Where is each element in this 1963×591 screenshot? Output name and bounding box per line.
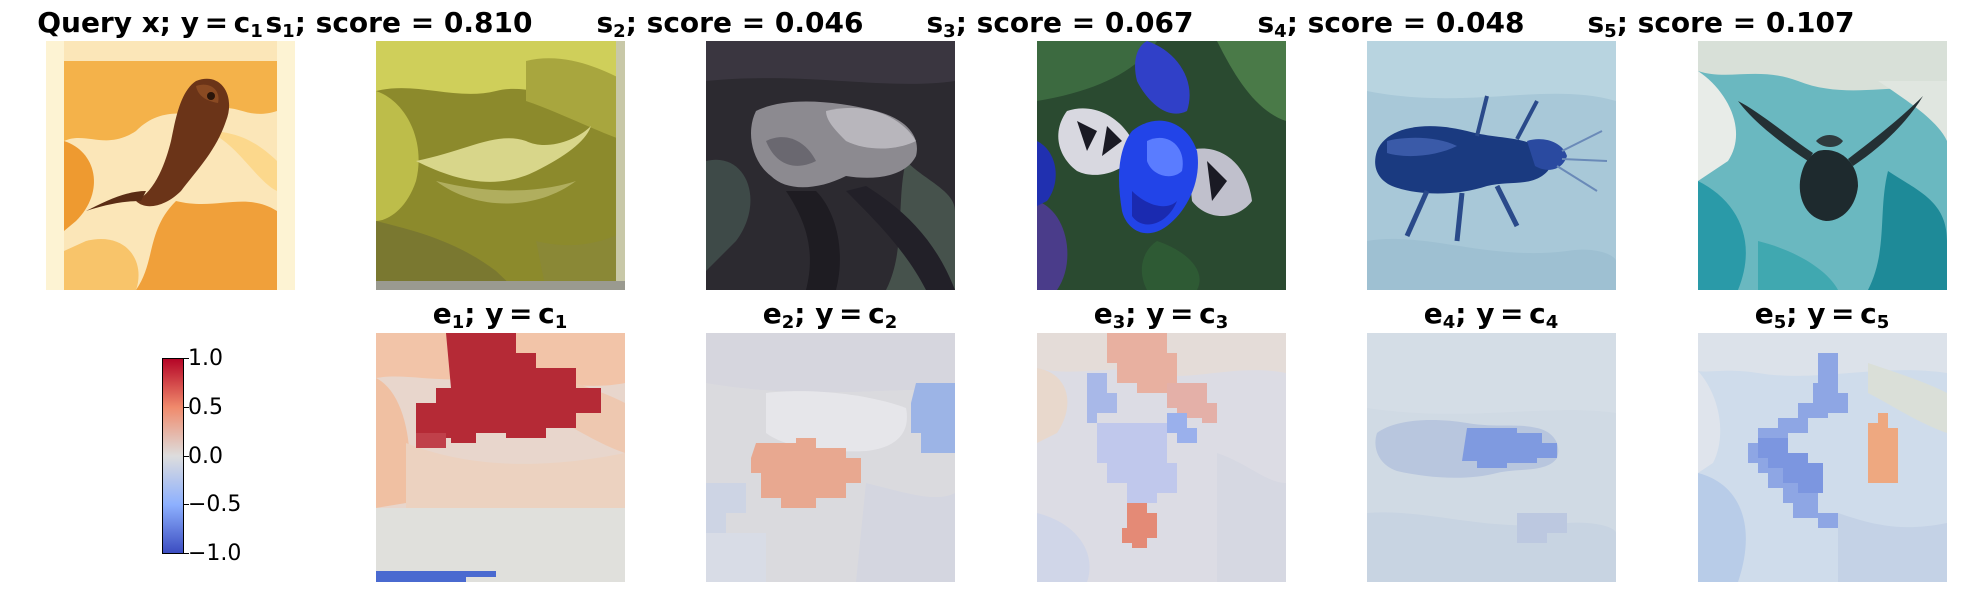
e5-title-label: ; y = c <box>1786 297 1877 330</box>
e1-title: e1; y = c1 <box>335 297 665 333</box>
s3-title-main: s <box>926 6 944 39</box>
e1-heatmap <box>376 333 625 582</box>
e1-title-sub: 1 <box>451 312 465 333</box>
e4-title-label: ; y = c <box>1455 297 1546 330</box>
colorbar-tick-0.5: 0.5 <box>188 395 223 420</box>
e2-title-class-sub: 2 <box>884 312 898 333</box>
e2-heatmap <box>706 333 955 582</box>
s1-title: s1; score = 0.810 <box>234 6 564 42</box>
s5-image <box>1698 41 1947 290</box>
e3-heatmap <box>1037 333 1286 582</box>
s2-title-main: s <box>596 6 614 39</box>
e1-title-label: ; y = c <box>464 297 555 330</box>
s2-title-score: ; score = 0.046 <box>625 6 864 39</box>
e3-title-main: e <box>1093 297 1113 330</box>
query-title-sub: 1 <box>250 21 263 42</box>
s3-image <box>1037 41 1286 290</box>
query-title: Query x; y = c1 <box>0 6 315 42</box>
s3-title-sub: 3 <box>943 21 956 42</box>
colorbar <box>162 358 188 554</box>
s3-title: s3; score = 0.067 <box>895 6 1225 42</box>
query-title-main: Query x; y = c <box>37 6 251 39</box>
s4-title-score: ; score = 0.048 <box>1286 6 1525 39</box>
s2-title-sub: 2 <box>613 21 626 42</box>
colorbar-tick-neg-0.5: −0.5 <box>188 492 242 517</box>
e5-heatmap <box>1698 333 1947 582</box>
e4-title: e4; y = c4 <box>1326 297 1656 333</box>
e3-title: e3; y = c3 <box>996 297 1326 333</box>
s4-title: s4; score = 0.048 <box>1226 6 1556 42</box>
colorbar-tick-1: 1.0 <box>188 346 223 371</box>
e2-title-main: e <box>762 297 782 330</box>
e1-title-main: e <box>432 297 452 330</box>
colorbar-gradient <box>162 358 188 554</box>
query-image <box>46 41 295 290</box>
s5-title-sub: 5 <box>1604 21 1617 42</box>
e4-title-sub: 4 <box>1442 312 1456 333</box>
e2-title-label: ; y = c <box>794 297 885 330</box>
s2-image <box>706 41 955 290</box>
s1-title-main: s <box>265 6 283 39</box>
e3-title-class-sub: 3 <box>1215 312 1229 333</box>
s2-title: s2; score = 0.046 <box>565 6 895 42</box>
e5-title-class-sub: 5 <box>1876 312 1890 333</box>
s1-title-sub: 1 <box>282 21 295 42</box>
s5-title: s5; score = 0.107 <box>1556 6 1886 42</box>
s5-title-main: s <box>1587 6 1605 39</box>
s3-title-score: ; score = 0.067 <box>955 6 1194 39</box>
s5-title-score: ; score = 0.107 <box>1616 6 1855 39</box>
e5-title-main: e <box>1754 297 1774 330</box>
s4-title-sub: 4 <box>1274 21 1287 42</box>
s4-image <box>1367 41 1616 290</box>
e3-title-sub: 3 <box>1112 312 1126 333</box>
e4-title-main: e <box>1423 297 1443 330</box>
colorbar-tickmarks <box>184 358 190 554</box>
colorbar-tick-neg-1: −1.0 <box>188 541 242 566</box>
e4-heatmap <box>1367 333 1616 582</box>
e2-title: e2; y = c2 <box>665 297 995 333</box>
s1-image <box>376 41 625 290</box>
e4-title-class-sub: 4 <box>1545 312 1559 333</box>
e1-title-class-sub: 1 <box>554 312 568 333</box>
s1-title-score: ; score = 0.810 <box>294 6 533 39</box>
s4-title-main: s <box>1257 6 1275 39</box>
e5-title: e5; y = c5 <box>1657 297 1963 333</box>
e3-title-label: ; y = c <box>1125 297 1216 330</box>
e5-title-sub: 5 <box>1773 312 1787 333</box>
e2-title-sub: 2 <box>781 312 795 333</box>
colorbar-tick-0: 0.0 <box>188 444 223 469</box>
